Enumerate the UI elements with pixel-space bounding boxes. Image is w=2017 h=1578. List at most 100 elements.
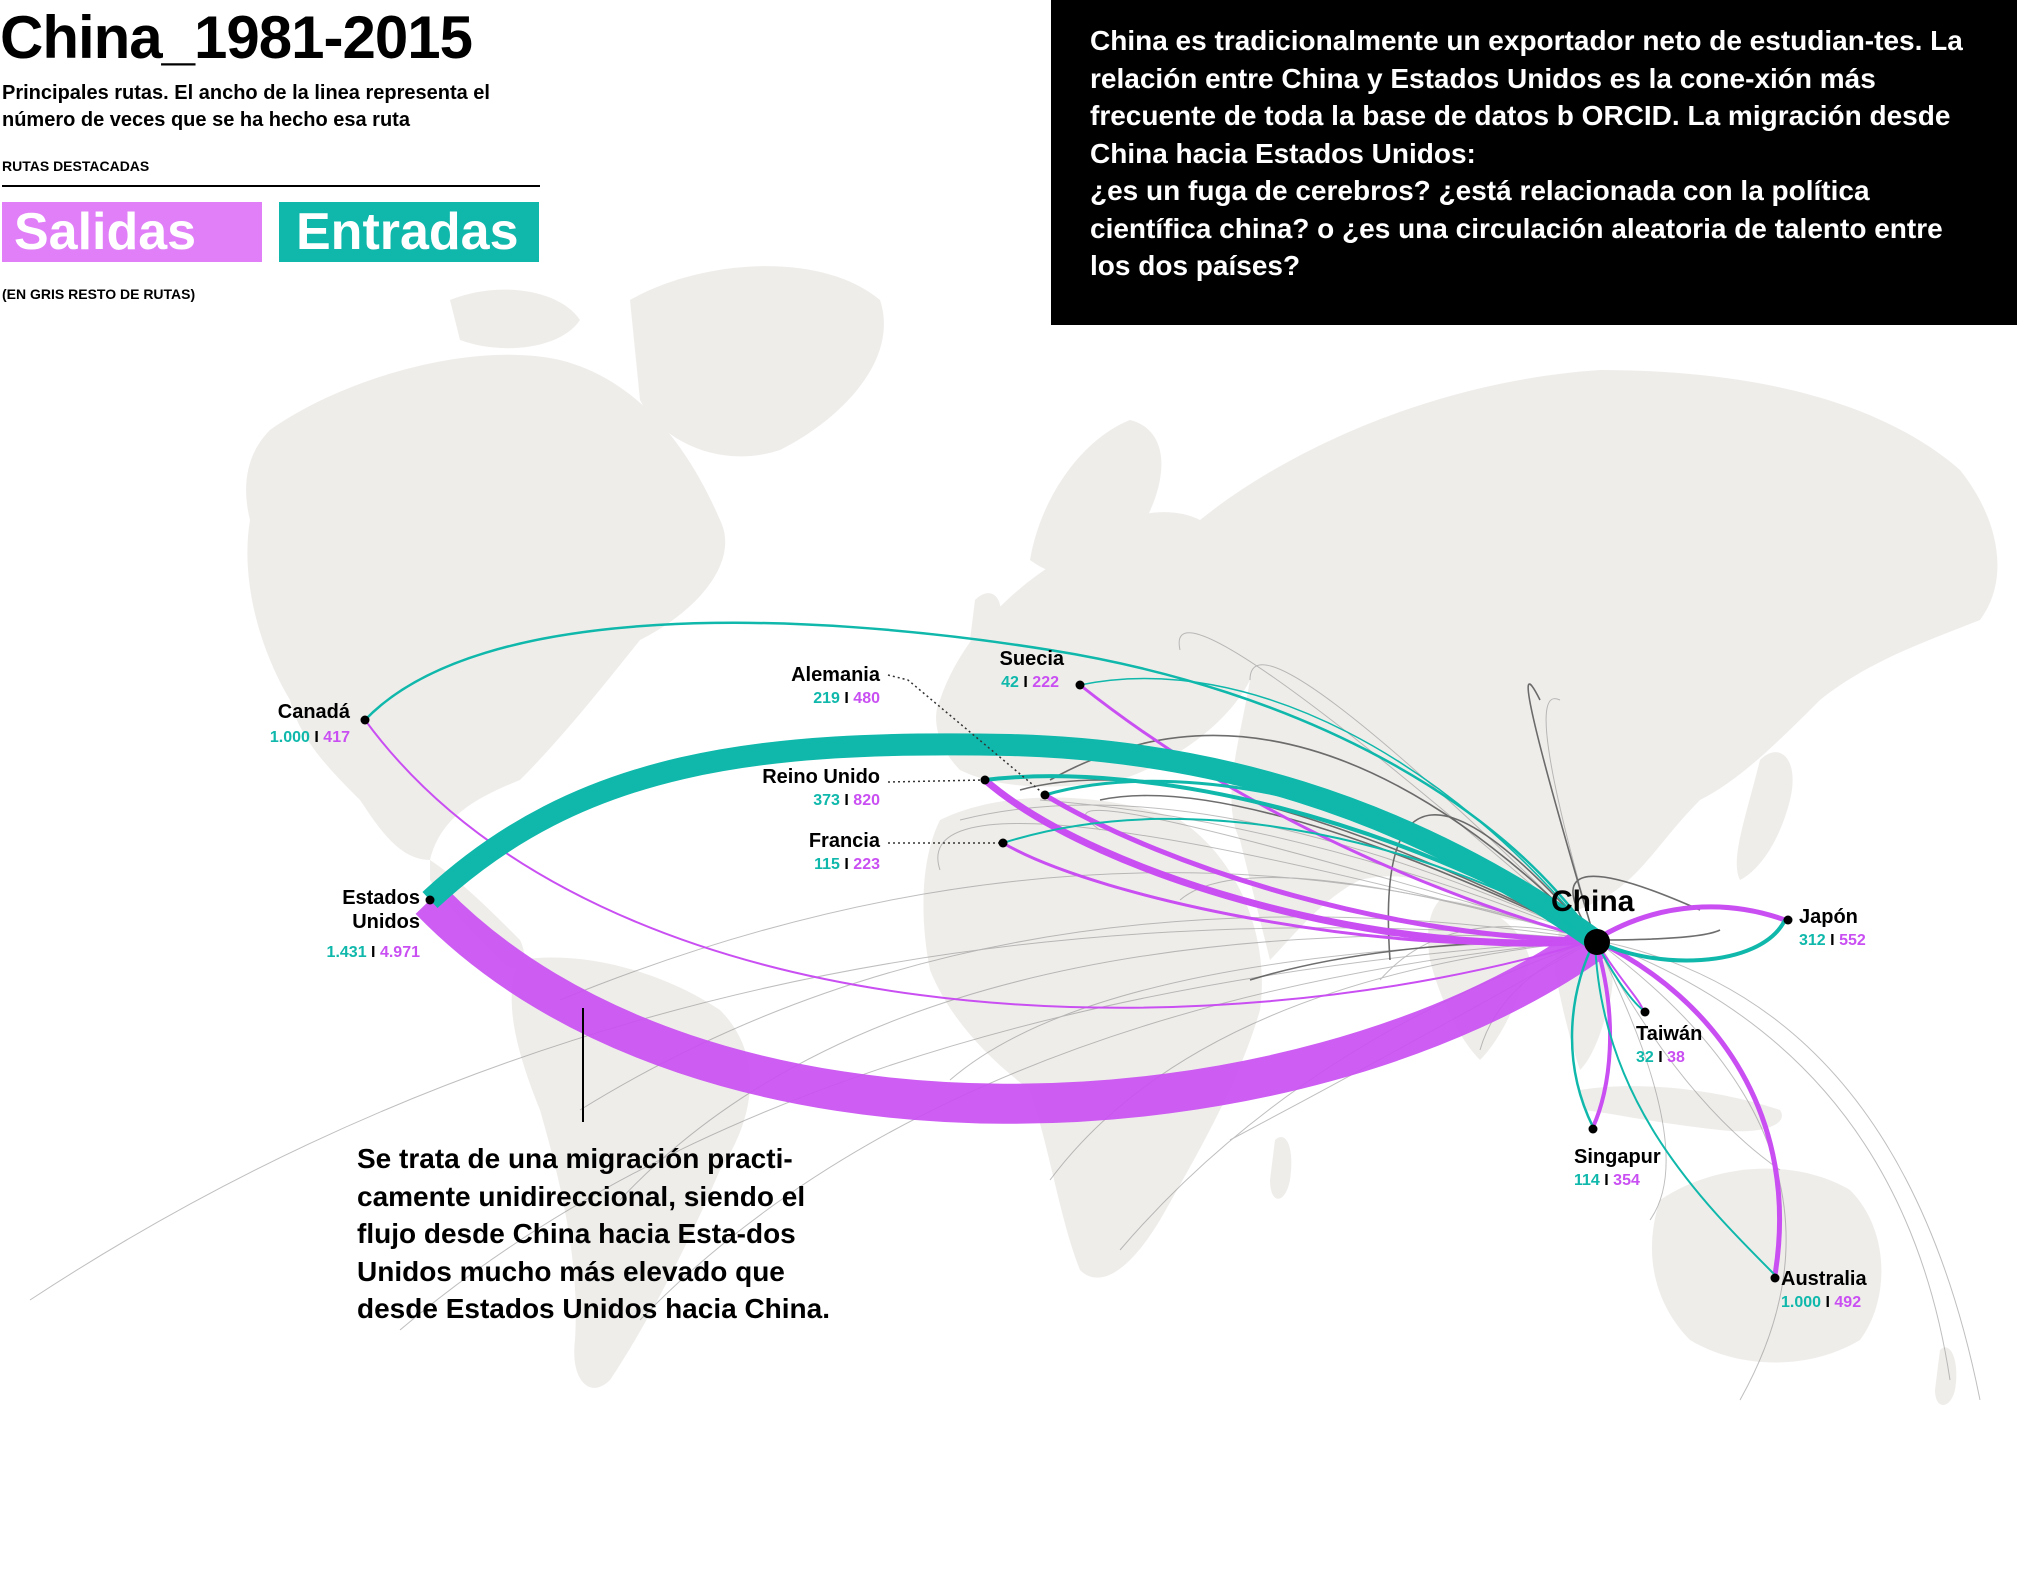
description-paragraph-2: ¿es un fuga de cerebros? ¿está relaciona…: [1090, 175, 1943, 281]
land-asia: [1200, 370, 1998, 960]
value-in-alemania: 219: [813, 690, 840, 707]
annotation-text: Se trata de una migración practi-camente…: [357, 1143, 831, 1324]
country-label-usa-line1: Estados: [342, 887, 420, 909]
land-uk: [970, 593, 1001, 649]
value-separator: I: [844, 690, 849, 707]
country-label-usa-line2: Unidos: [352, 911, 420, 933]
route-in-suecia: [1079, 677, 1596, 941]
dot-reino-unido: [980, 775, 990, 785]
value-out-suecia: 222: [1032, 674, 1059, 691]
value-out-singapur: 354: [1613, 1172, 1640, 1189]
value-separator: I: [1830, 932, 1835, 949]
legend-salidas: Salidas: [2, 202, 262, 262]
route-in-alemania: [1044, 779, 1596, 942]
dot-japon: [1783, 915, 1793, 925]
value-in-suecia: 42: [1001, 674, 1019, 691]
country-label-canada: Canadá: [277, 701, 350, 723]
land-arctic-islands: [450, 289, 580, 349]
country-label-francia: Francia: [808, 830, 880, 852]
country-values-reino-unido: 373 I 820: [720, 792, 880, 810]
gray-route: [1545, 698, 1596, 941]
route-in-francia: [1002, 817, 1596, 941]
country-label-australia: Australia: [1781, 1268, 1867, 1290]
page-title: China_1981-2015: [0, 4, 473, 71]
route-in-australia: [1594, 939, 1776, 1276]
gray-route: [1527, 683, 1596, 941]
gray-route: [639, 939, 1596, 1321]
route-out-australia: [1593, 937, 1782, 1276]
value-out-australia: 492: [1834, 1294, 1862, 1311]
leader-alemania: [887, 674, 1046, 796]
route-out-japon: [1593, 904, 1786, 943]
gray-route: [1594, 939, 1781, 1171]
value-in-reino-unido: 373: [813, 792, 840, 809]
gray-route: [1594, 939, 1981, 1401]
section-divider: [2, 185, 540, 187]
value-out-japon: 552: [1839, 932, 1866, 949]
land-indonesia: [1580, 1086, 1782, 1132]
route-in-singapur: [1570, 939, 1597, 1128]
country-values-japon: 312 I 552: [1799, 932, 1866, 950]
gray-route: [1178, 632, 1596, 941]
incoming-routes: [364, 621, 1787, 1276]
route-in-japon: [1594, 919, 1787, 963]
country-label-taiwan: Taiwán: [1636, 1023, 1703, 1045]
country-values-usa: 1.431 I 4.971: [270, 944, 420, 962]
land-greenland: [630, 266, 884, 457]
dot-australia: [1770, 1273, 1780, 1283]
endpoints: [360, 680, 1793, 1283]
value-separator: I: [371, 944, 376, 961]
subtitle: Principales rutas. El ancho de la linea …: [2, 82, 490, 131]
land-new-zealand: [1935, 1347, 1957, 1405]
gray-route: [937, 823, 1596, 941]
country-values-singapur: 114 I 354: [1574, 1172, 1640, 1190]
value-separator: I: [1825, 1294, 1830, 1311]
leader-lines: [887, 674, 1046, 844]
country-values-alemania: 219 I 480: [740, 690, 880, 708]
land-scandinavia: [1030, 420, 1162, 575]
value-separator: I: [314, 729, 319, 746]
country-values-suecia: 42 I 222: [944, 674, 1059, 692]
value-separator: I: [844, 856, 849, 873]
country-values-australia: 1.000 I 492: [1781, 1294, 1861, 1312]
gray-route: [1387, 814, 1596, 961]
value-in-singapur: 114: [1574, 1172, 1600, 1189]
country-label-singapur: Singapur: [1574, 1146, 1661, 1168]
dot-francia: [998, 838, 1008, 848]
gray-route: [1594, 939, 1951, 1381]
leader-reino-unido: [887, 779, 986, 783]
dot-suecia: [1075, 680, 1085, 690]
land-masses: [246, 266, 1998, 1405]
land-north-america: [246, 354, 726, 860]
land-africa: [923, 797, 1262, 1278]
gray-route: [1049, 939, 1596, 1181]
dot-singapur: [1588, 1124, 1598, 1134]
section-label: RUTAS DESTACADAS: [2, 158, 150, 174]
value-in-australia: 1.000: [1781, 1294, 1822, 1311]
country-values-francia: 115 I 223: [740, 856, 880, 874]
description-box: China es tradicionalmente un exportador …: [1051, 0, 2017, 325]
value-separator: I: [844, 792, 849, 809]
gray-route: [959, 804, 1596, 941]
gray-route: [1099, 794, 1596, 941]
description-paragraph-1: China es tradicionalmente un exportador …: [1090, 25, 1963, 169]
route-out-francia: [1002, 841, 1596, 946]
dot-china-hub: [1584, 929, 1610, 955]
legend-entradas: Entradas: [279, 202, 539, 262]
dot-alemania: [1040, 790, 1050, 800]
route-out-suecia: [1079, 683, 1596, 942]
country-values-taiwan: 32 I 38: [1636, 1049, 1685, 1067]
value-out-canada: 417: [323, 729, 350, 746]
value-out-alemania: 480: [853, 690, 880, 707]
value-in-taiwan: 32: [1636, 1049, 1654, 1066]
gray-route: [1572, 875, 1701, 941]
gray-route: [949, 939, 1596, 1081]
gray-route: [1594, 929, 1721, 941]
route-out-usa: [415, 886, 1607, 1124]
country-label-reino-unido: Reino Unido: [762, 766, 880, 788]
land-japan: [1736, 752, 1793, 880]
value-out-taiwan: 38: [1667, 1049, 1685, 1066]
gray-route: [1594, 939, 1667, 1221]
value-in-canada: 1.000: [269, 729, 310, 746]
gray-route: [399, 939, 1596, 1331]
